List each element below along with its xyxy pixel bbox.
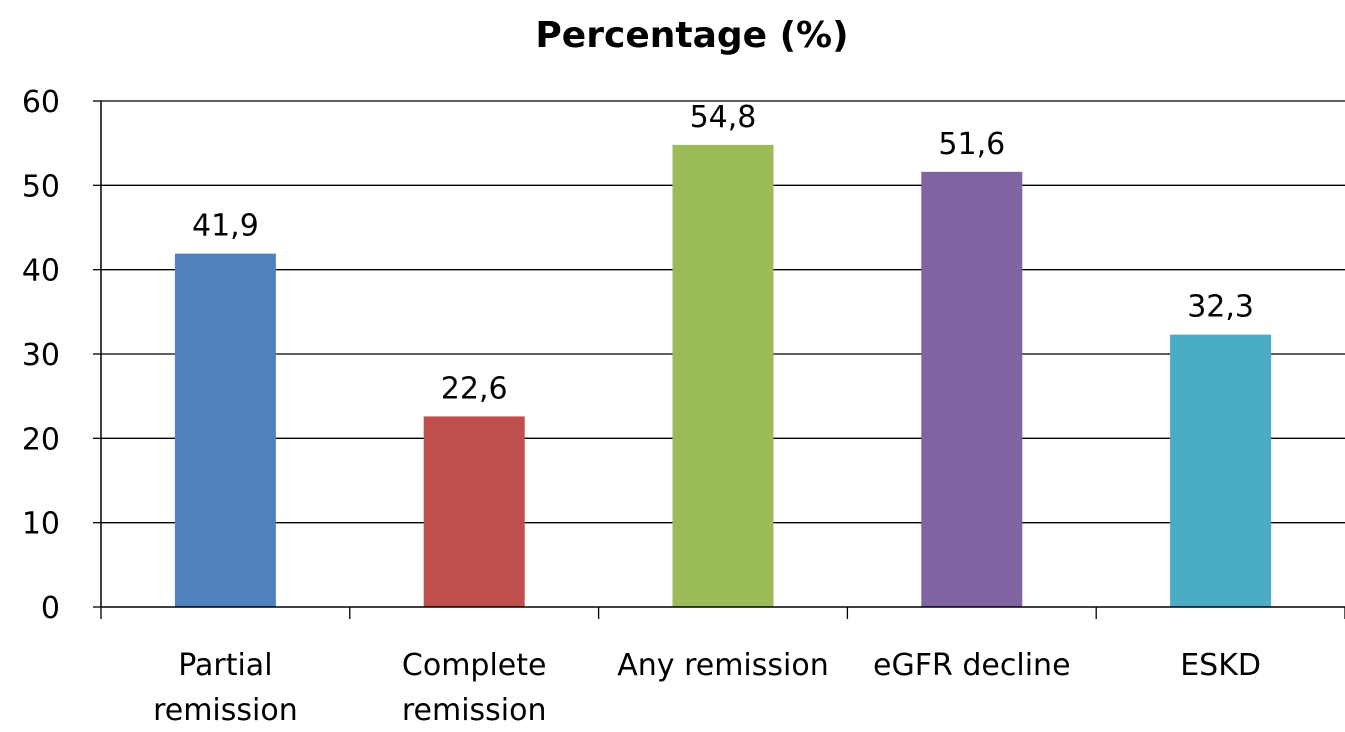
x-tick-label: remission (402, 693, 547, 728)
data-label: 22,6 (441, 371, 508, 406)
bar (174, 253, 276, 608)
bar (672, 144, 774, 607)
x-tick-label: eGFR decline (873, 648, 1070, 683)
x-tick-label: ESKD (1180, 648, 1261, 683)
x-tick-label: Complete (402, 648, 547, 683)
y-tick-label: 0 (41, 591, 60, 626)
x-tick-label: Partial (178, 648, 272, 683)
data-labels: 41,9 22,6 54,8 51,6 32,3 (192, 100, 1254, 407)
y-axis-tick-labels: 0 10 20 30 40 50 60 (22, 85, 60, 626)
data-label: 41,9 (192, 209, 259, 244)
y-tick-label: 40 (22, 254, 60, 289)
x-tick-label: remission (153, 693, 298, 728)
y-tick-label: 20 (22, 422, 60, 457)
chart-title: Percentage (%) (535, 15, 848, 56)
data-label: 51,6 (938, 127, 1005, 162)
bar (921, 171, 1023, 607)
y-tick-label: 60 (22, 85, 60, 120)
bar (423, 416, 525, 607)
y-tick-label: 30 (22, 338, 60, 373)
bar (1170, 334, 1272, 607)
x-tick-label: Any remission (617, 648, 828, 683)
y-tick-label: 50 (22, 169, 60, 204)
bars (174, 144, 1272, 608)
x-axis (100, 101, 1345, 619)
data-label: 54,8 (690, 100, 757, 135)
y-tick-label: 10 (22, 507, 60, 542)
data-label: 32,3 (1187, 290, 1254, 325)
x-axis-tick-labels: Partial remission Complete remission Any rem… (153, 648, 1261, 728)
